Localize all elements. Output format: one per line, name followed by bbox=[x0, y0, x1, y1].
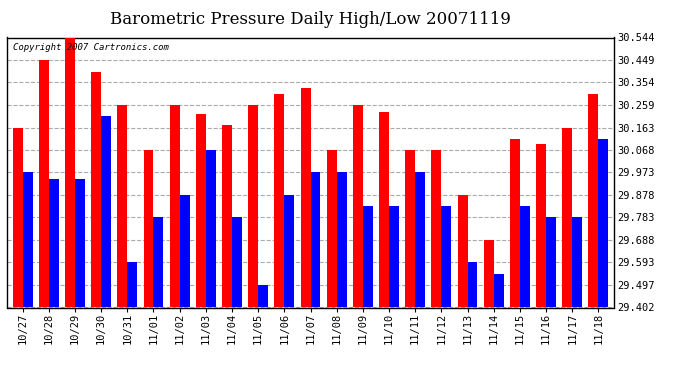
Bar bbox=[598, 139, 609, 308]
Bar bbox=[589, 93, 598, 308]
Bar bbox=[179, 195, 190, 308]
Bar bbox=[510, 139, 520, 308]
Bar bbox=[379, 112, 389, 308]
Bar bbox=[117, 105, 127, 308]
Bar bbox=[431, 150, 442, 308]
Bar bbox=[415, 172, 425, 308]
Bar bbox=[222, 125, 232, 308]
Bar bbox=[327, 150, 337, 308]
Bar bbox=[232, 217, 242, 308]
Bar bbox=[546, 217, 556, 308]
Bar bbox=[484, 240, 494, 308]
Bar bbox=[363, 206, 373, 308]
Bar bbox=[310, 172, 320, 308]
Bar bbox=[101, 117, 111, 308]
Bar bbox=[91, 72, 101, 308]
Bar bbox=[49, 179, 59, 308]
Bar bbox=[284, 195, 294, 308]
Bar bbox=[301, 88, 310, 308]
Bar bbox=[457, 195, 468, 308]
Bar bbox=[494, 274, 504, 308]
Text: Copyright 2007 Cartronics.com: Copyright 2007 Cartronics.com bbox=[13, 43, 169, 52]
Text: Barometric Pressure Daily High/Low 20071119: Barometric Pressure Daily High/Low 20071… bbox=[110, 11, 511, 28]
Bar bbox=[12, 128, 23, 308]
Bar bbox=[275, 93, 284, 308]
Bar bbox=[23, 172, 32, 308]
Bar bbox=[144, 150, 153, 308]
Bar bbox=[65, 38, 75, 308]
Bar bbox=[75, 179, 85, 308]
Bar bbox=[389, 206, 399, 308]
Bar bbox=[337, 172, 346, 308]
Bar bbox=[536, 144, 546, 308]
Bar bbox=[206, 150, 216, 308]
Bar bbox=[562, 128, 572, 308]
Bar bbox=[572, 217, 582, 308]
Bar bbox=[170, 105, 179, 308]
Bar bbox=[39, 60, 49, 308]
Bar bbox=[353, 105, 363, 308]
Bar bbox=[520, 206, 530, 308]
Bar bbox=[196, 114, 206, 308]
Bar bbox=[405, 150, 415, 308]
Bar bbox=[442, 206, 451, 308]
Bar bbox=[153, 217, 164, 308]
Bar bbox=[127, 262, 137, 308]
Bar bbox=[248, 105, 258, 308]
Bar bbox=[258, 285, 268, 308]
Bar bbox=[468, 262, 477, 308]
